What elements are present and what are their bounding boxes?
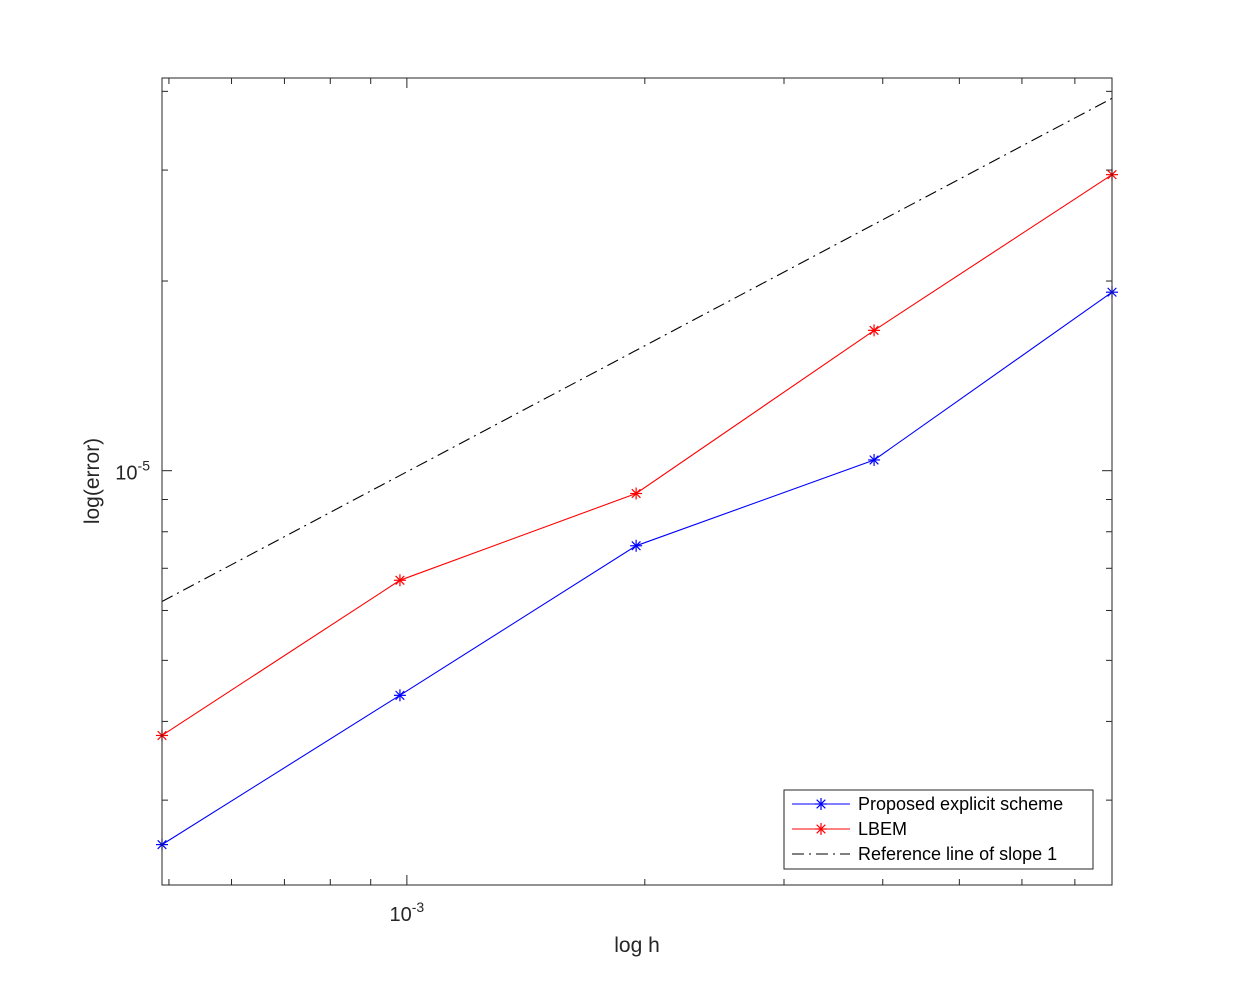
legend-label: LBEM	[858, 819, 907, 839]
x-tick-label: 10-3	[390, 899, 425, 926]
legend-marker	[815, 823, 827, 835]
plot-area	[162, 78, 1112, 885]
legend-entry: Proposed explicit scheme	[792, 794, 1063, 814]
legend-label: Proposed explicit scheme	[858, 794, 1063, 814]
data-point	[868, 324, 881, 337]
minor-ticks	[162, 78, 1112, 885]
y-tick-labels: 10-5	[115, 458, 150, 485]
data-point	[630, 487, 643, 500]
y-tick-label: 10-5	[115, 458, 150, 485]
legend-label: Reference line of slope 1	[858, 844, 1057, 864]
plot-frame	[161, 77, 1113, 886]
data-point	[393, 574, 406, 587]
data-point	[868, 453, 881, 466]
legend-marker	[815, 798, 827, 810]
y-axis-label: log(error)	[81, 438, 104, 524]
x-axis-label: log h	[614, 934, 660, 957]
data-point	[630, 539, 643, 552]
legend-entry: Reference line of slope 1	[792, 844, 1057, 864]
legend-entry: LBEM	[792, 819, 907, 839]
series-line	[161, 97, 1113, 602]
data-point	[393, 689, 406, 702]
legend: Proposed explicit scheme LBEM Reference li…	[783, 789, 1094, 870]
x-tick-labels: 10-3	[390, 899, 425, 926]
legend-entries: Proposed explicit scheme LBEM Reference li…	[792, 794, 1063, 864]
series-2	[161, 97, 1113, 602]
